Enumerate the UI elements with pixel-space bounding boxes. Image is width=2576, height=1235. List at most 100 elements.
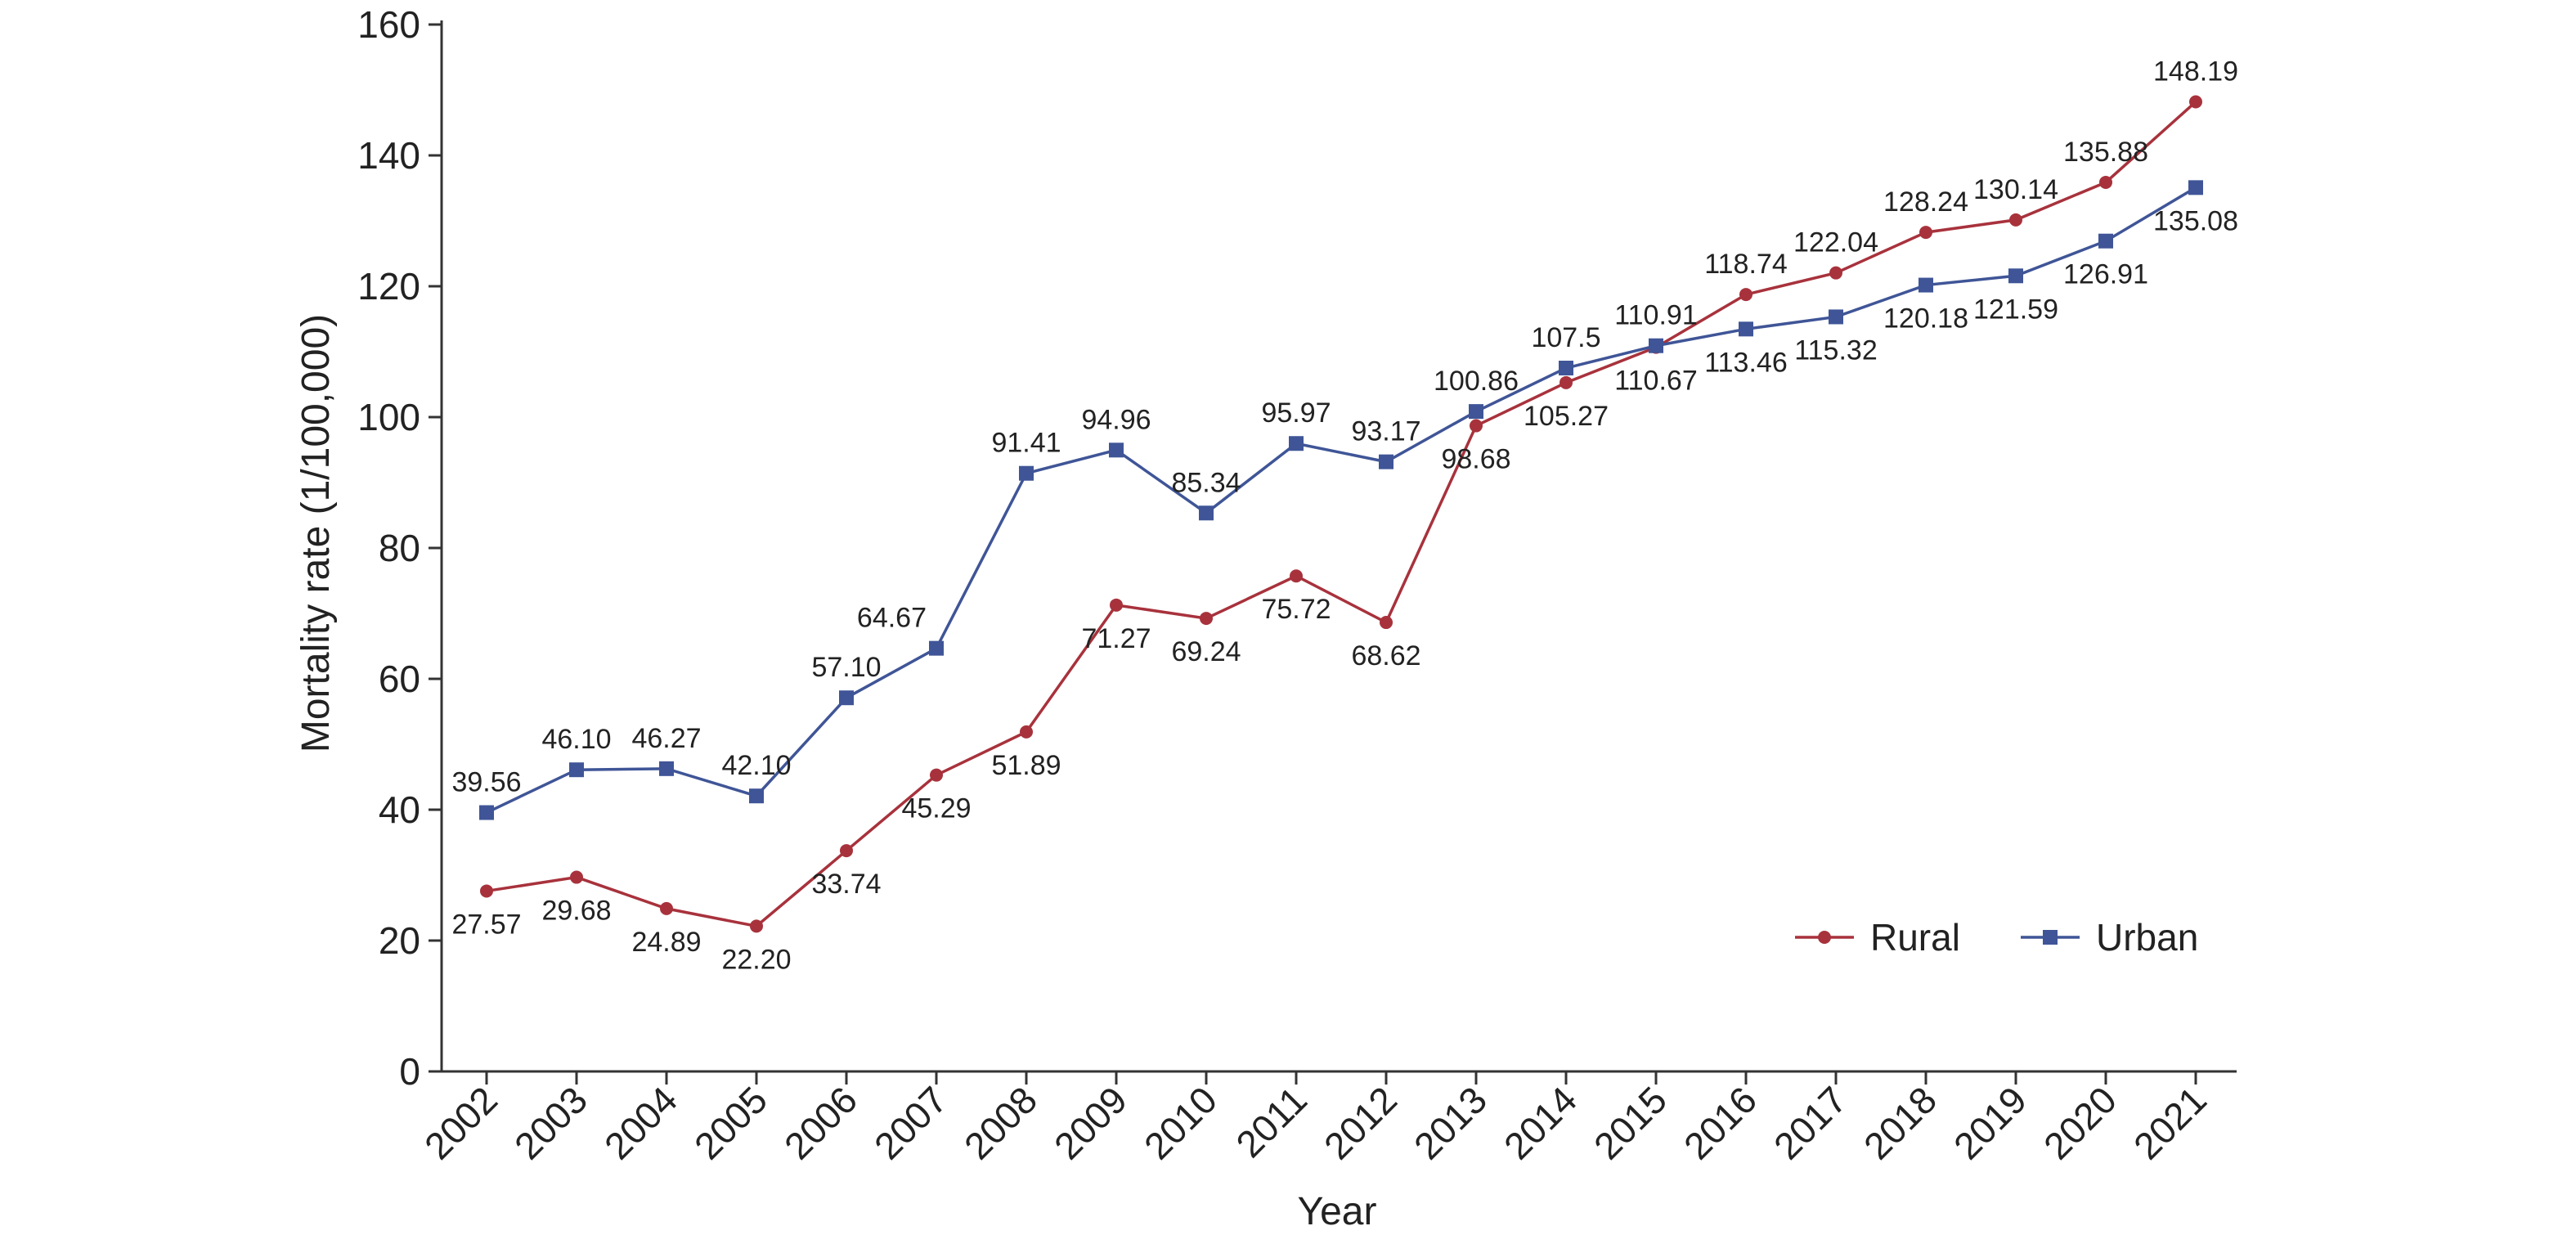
urban-data-label: 95.97 [1261,397,1331,429]
rural-data-label: 148.19 [2153,56,2238,87]
data-labels: 27.57 29.68 24.89 22.20 33.74 45.29 51.89 71.27… [451,56,2238,975]
urban-point [659,761,674,776]
urban-data-label: 93.17 [1351,416,1420,447]
rural-data-label: 68.62 [1351,640,1420,671]
rural-data-label: 75.72 [1261,594,1331,625]
urban-line [486,186,2197,815]
y-axis-title: Mortality rate (1/100,000) [294,314,338,752]
rural-point [1290,569,1303,583]
urban-data-label: 91.41 [991,428,1061,459]
urban-point [569,762,584,778]
x-tick-label: 2012 [1316,1078,1405,1167]
legend-urban-label: Urban [2096,916,2198,959]
rural-point [840,844,853,858]
urban-point [479,805,494,820]
rural-data-label: 130.14 [1973,174,2058,205]
y-tick-label: 140 [357,134,420,177]
x-tick-label: 2020 [2035,1078,2125,1167]
x-tick-label: 2003 [506,1078,595,1167]
rural-point [1110,598,1123,612]
urban-point [1109,442,1124,458]
urban-data-label: 46.27 [631,723,701,754]
urban-point [1739,321,1753,337]
rural-data-label: 128.24 [1883,186,1968,218]
urban-data-label: 115.32 [1794,335,1877,366]
y-tick-label: 20 [379,919,420,962]
rural-point [2009,213,2022,227]
rural-data-label: 51.89 [991,750,1061,781]
x-axis-title: Year [1298,1190,1377,1233]
rural-point [480,884,493,898]
urban-data-label: 64.67 [857,603,927,634]
urban-point [1919,277,1933,293]
rural-data-label: 110.67 [1614,366,1697,397]
x-tick-label: 2019 [1945,1078,2035,1167]
rural-data-label: 33.74 [811,869,881,900]
rural-data-label: 135.88 [2063,137,2148,168]
y-tick-label: 0 [399,1050,420,1093]
urban-point [2008,268,2023,284]
rural-point [1560,375,1573,389]
urban-point [1289,436,1304,451]
urban-data-label: 85.34 [1171,467,1241,498]
urban-data-label: 120.18 [1883,303,1968,335]
urban-point [2098,233,2113,249]
rural-data-label: 29.68 [541,896,611,927]
urban-data-label: 39.56 [451,767,521,798]
urban-point [2188,180,2203,195]
y-tick-label: 100 [357,396,420,438]
urban-point [749,788,764,804]
rural-data-label: 69.24 [1171,636,1241,667]
urban-data-label: 46.10 [541,724,611,755]
urban-data-label: 107.5 [1531,322,1600,353]
legend-urban-marker [2043,930,2058,945]
x-tick-label: 2009 [1046,1078,1135,1167]
rural-data-label: 105.27 [1524,401,1609,432]
x-tick-label: 2011 [1227,1078,1315,1165]
urban-data-label: 100.86 [1434,366,1519,397]
urban-point [1829,309,1843,325]
urban-point [929,640,944,656]
x-tick-label: 2010 [1136,1078,1225,1167]
rural-point [1829,266,1842,280]
x-tick-label: 2021 [2125,1078,2215,1167]
x-tick-label: 2007 [866,1078,955,1167]
rural-point [1020,725,1033,739]
legend-rural-label: Rural [1870,916,1960,959]
rural-data-label: 118.74 [1704,249,1787,280]
rural-data-label: 27.57 [451,909,521,940]
rural-data-label: 24.89 [631,927,701,958]
rural-point [2099,175,2112,189]
x-tick-label: 2018 [1856,1078,1945,1167]
y-tick-label: 60 [379,658,420,700]
rural-point [750,919,763,933]
rural-data-label: 22.20 [721,944,791,975]
legend-rural-marker [1818,931,1831,944]
urban-data-label: 135.08 [2153,205,2238,236]
rural-data-label: 122.04 [1793,227,1878,258]
urban-point [1559,361,1573,375]
urban-data-label: 113.46 [1704,347,1787,378]
x-tick-label: 2005 [686,1078,775,1167]
rural-data-label: 45.29 [901,793,971,824]
y-tick-label: 40 [379,788,420,831]
urban-point [1379,454,1393,469]
urban-data-label: 121.59 [1973,294,2058,325]
urban-data-label: 126.91 [2063,259,2148,290]
urban-point [1019,465,1034,481]
urban-point [1199,505,1214,521]
urban-data-label: 94.96 [1081,404,1151,435]
x-tick-label: 2015 [1586,1078,1675,1167]
x-tick-label: 2006 [776,1078,865,1167]
rural-point [2189,95,2202,109]
urban-data-label: 42.10 [721,750,791,781]
rural-point [1200,612,1213,626]
urban-point [1649,338,1663,353]
rural-point [930,768,943,782]
y-tick-label: 160 [357,3,420,46]
y-tick-label: 80 [379,527,420,569]
x-tick-label: 2008 [956,1078,1045,1167]
x-tick-label: 2014 [1496,1078,1585,1167]
